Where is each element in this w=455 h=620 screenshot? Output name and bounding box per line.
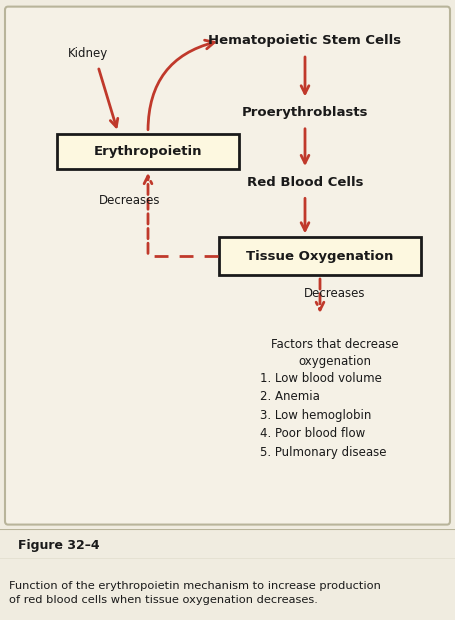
Text: Figure 32–4: Figure 32–4: [18, 539, 100, 552]
Text: Function of the erythropoietin mechanism to increase production
of red blood cel: Function of the erythropoietin mechanism…: [9, 580, 381, 604]
Text: Decreases: Decreases: [304, 287, 366, 300]
Text: Red Blood Cells: Red Blood Cells: [247, 175, 363, 188]
Text: 1. Low blood volume
2. Anemia
3. Low hemoglobin
4. Poor blood flow
5. Pulmonary : 1. Low blood volume 2. Anemia 3. Low hem…: [260, 372, 386, 459]
Text: Decreases: Decreases: [99, 195, 161, 208]
FancyBboxPatch shape: [57, 134, 239, 169]
FancyBboxPatch shape: [5, 7, 450, 525]
Text: Factors that decrease
oxygenation: Factors that decrease oxygenation: [271, 339, 399, 368]
Text: Kidney: Kidney: [68, 46, 108, 60]
Text: Proerythroblasts: Proerythroblasts: [242, 106, 368, 119]
Text: Erythropoietin: Erythropoietin: [94, 145, 202, 158]
Text: Hematopoietic Stem Cells: Hematopoietic Stem Cells: [208, 34, 402, 47]
Text: Tissue Oxygenation: Tissue Oxygenation: [246, 250, 394, 263]
FancyBboxPatch shape: [219, 237, 421, 275]
